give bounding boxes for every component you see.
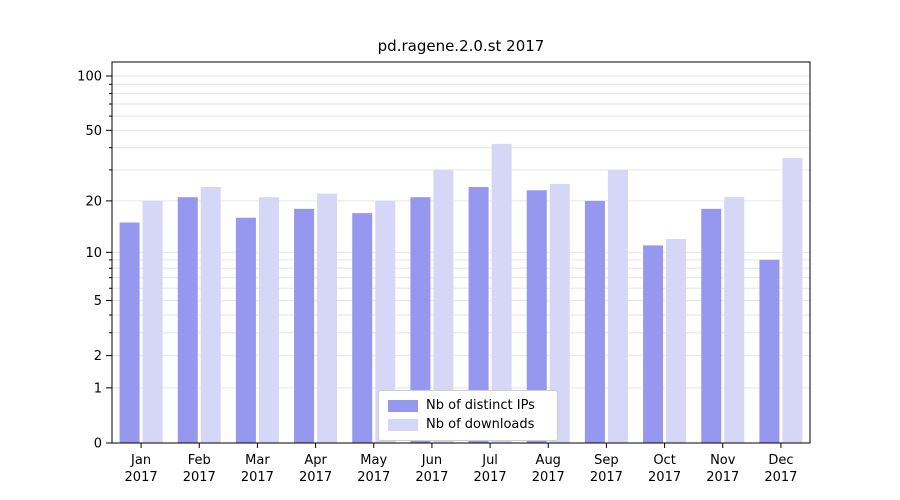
x-tick-month-label: Dec — [768, 453, 793, 468]
bar-downloads — [258, 197, 279, 443]
y-tick-label: 10 — [85, 246, 102, 261]
bar-distinct-ips — [526, 190, 547, 443]
x-tick-month-label: May — [360, 453, 387, 468]
y-tick-label: 50 — [85, 124, 102, 139]
bar-downloads — [142, 200, 163, 443]
x-tick-year-label: 2017 — [648, 470, 681, 485]
bar-downloads — [375, 200, 396, 443]
y-tick-label: 20 — [85, 194, 102, 209]
x-tick-year-label: 2017 — [415, 470, 448, 485]
x-tick-month-label: Aug — [536, 453, 561, 468]
x-tick-year-label: 2017 — [299, 470, 332, 485]
bar-downloads — [549, 183, 570, 443]
bar-downloads — [491, 143, 512, 443]
bar-distinct-ips — [235, 217, 256, 443]
bar-distinct-ips — [119, 222, 140, 443]
legend-swatch-downloads — [388, 418, 418, 431]
y-tick-label: 1 — [94, 381, 102, 396]
legend-label-distinct-ips: Nb of distinct IPs — [426, 398, 535, 413]
x-tick-month-label: Jun — [421, 453, 442, 468]
y-tick-label: 0 — [94, 437, 102, 452]
bar-downloads — [200, 187, 221, 443]
bar-distinct-ips — [468, 187, 489, 443]
chart-legend: Nb of distinct IPs Nb of downloads — [378, 390, 558, 441]
y-tick-label: 2 — [94, 349, 102, 364]
legend-label-downloads: Nb of downloads — [426, 417, 535, 432]
y-tick-label: 100 — [77, 70, 102, 85]
bar-downloads — [433, 169, 454, 443]
x-tick-year-label: 2017 — [706, 470, 739, 485]
x-tick-month-label: Feb — [188, 453, 211, 468]
x-tick-year-label: 2017 — [241, 470, 274, 485]
bar-downloads — [607, 169, 628, 443]
bar-distinct-ips — [701, 208, 722, 443]
bar-distinct-ips — [352, 213, 373, 443]
bar-distinct-ips — [584, 200, 605, 443]
bar-downloads — [317, 193, 338, 443]
x-tick-year-label: 2017 — [357, 470, 390, 485]
x-tick-month-label: Jan — [130, 453, 151, 468]
legend-item-downloads: Nb of downloads — [388, 415, 547, 434]
bar-downloads — [666, 239, 687, 443]
x-tick-year-label: 2017 — [125, 470, 158, 485]
bar-distinct-ips — [643, 245, 664, 443]
x-tick-month-label: Sep — [594, 453, 619, 468]
x-tick-month-label: Nov — [710, 453, 736, 468]
x-tick-year-label: 2017 — [183, 470, 216, 485]
x-tick-month-label: Oct — [653, 453, 675, 468]
x-tick-year-label: 2017 — [764, 470, 797, 485]
bar-downloads — [782, 158, 803, 443]
x-tick-month-label: Jul — [481, 453, 498, 468]
bar-distinct-ips — [177, 197, 198, 443]
legend-item-distinct-ips: Nb of distinct IPs — [388, 396, 547, 415]
bar-distinct-ips — [759, 259, 780, 443]
x-tick-year-label: 2017 — [532, 470, 565, 485]
bar-distinct-ips — [410, 197, 431, 443]
x-tick-year-label: 2017 — [474, 470, 507, 485]
y-tick-label: 5 — [94, 294, 102, 309]
x-tick-month-label: Apr — [304, 453, 327, 468]
chart-title: pd.ragene.2.0.st 2017 — [377, 37, 545, 55]
x-tick-year-label: 2017 — [590, 470, 623, 485]
x-tick-month-label: Mar — [245, 453, 270, 468]
bar-downloads — [724, 197, 745, 443]
legend-swatch-distinct-ips — [388, 399, 418, 412]
bar-distinct-ips — [294, 208, 315, 443]
